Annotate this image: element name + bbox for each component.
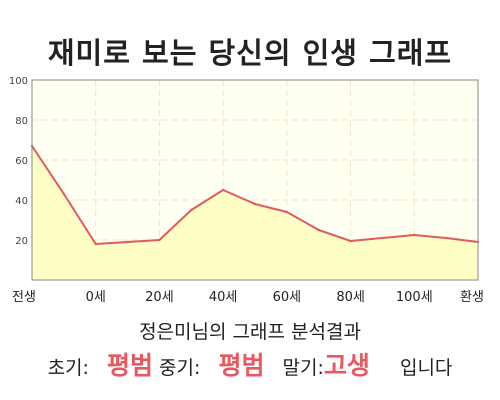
y-axis-ticks: 20 40 60 80 100 [9,76,28,247]
data-point [62,192,66,196]
data-point [126,240,129,244]
plot-border [31,79,479,281]
y-tick-label: 100 [9,76,28,87]
y-tick-label: 80 [15,116,28,127]
data-point [444,236,448,240]
analysis-verdict: 초기: 평범 중기: 평범 말기:고생 입니다 [0,346,500,382]
verdict-suffix: 입니다 [399,357,453,379]
x-tick-label: 0세 [86,290,106,305]
x-tick-label: 전생 [12,290,36,305]
mid-label: 중기: [159,357,201,379]
late-label: 말기: [282,357,324,379]
data-point [381,236,384,240]
y-tick-label: 20 [15,236,28,247]
mid-value: 평범 [218,351,265,380]
x-tick-label: 60세 [273,290,302,305]
x-axis-ticks: 전생 0세 20세 40세 60세 80세 100세 환생 [12,290,484,305]
area-fill [32,146,478,280]
early-label: 초기: [47,357,89,379]
data-point [221,188,225,192]
area-layer [32,146,478,280]
chart-title: 재미로 보는 당신의 인생 그래프 [47,36,453,70]
late-value: 고생 [323,351,370,380]
line-layer [30,144,480,246]
data-point [94,242,97,246]
data-point [285,210,289,214]
x-tick-label: 20세 [145,290,174,305]
data-point [158,238,161,242]
x-tick-label: 100세 [396,290,433,305]
data-point [253,202,257,206]
early-value: 평범 [106,351,153,380]
data-point [349,239,352,243]
data-point [190,208,193,212]
data-point [317,228,320,232]
analysis-summary: 정은미님의 그래프 분석결과 [139,321,361,343]
x-tick-label: 환생 [460,290,484,305]
y-tick-label: 40 [15,196,28,207]
data-point [413,233,416,237]
x-tick-label: 40세 [209,290,238,305]
y-tick-label: 60 [15,156,28,167]
x-tick-label: 80세 [336,290,365,305]
